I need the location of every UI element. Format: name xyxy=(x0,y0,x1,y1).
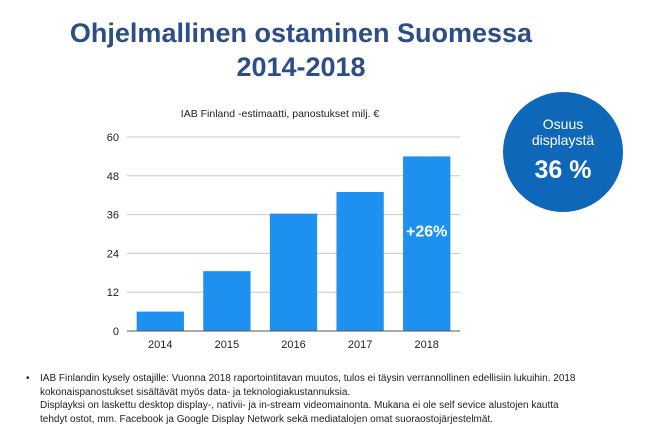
x-tick-label: 2015 xyxy=(215,339,239,351)
bar-2014 xyxy=(136,311,184,331)
display-share-badge: Osuus displaystä 36 % xyxy=(503,92,623,212)
footnote-line: kokonaispanostukset sisältävät myös data… xyxy=(40,386,351,398)
page-title: Ohjelmallinen ostaminen Suomessa 2014-20… xyxy=(0,16,602,84)
x-tick-label: 2014 xyxy=(148,339,172,351)
y-tick-label: 36 xyxy=(107,210,119,222)
growth-annotation: +26% xyxy=(406,224,447,241)
bar-2015 xyxy=(203,271,251,331)
x-tick-label: 2016 xyxy=(281,339,305,351)
chart-title: IAB Finland -estimaatti, panostukset mil… xyxy=(180,108,380,120)
display-share-label: Osuus displaystä xyxy=(503,116,623,148)
y-tick-label: 0 xyxy=(113,326,119,338)
bar-2016 xyxy=(269,213,318,331)
display-share-label-line-1: Osuus xyxy=(542,116,584,132)
y-tick-label: 12 xyxy=(107,287,119,299)
x-tick-label: 2018 xyxy=(414,339,438,351)
bar-2017 xyxy=(336,191,384,331)
y-tick-label: 48 xyxy=(107,171,119,183)
bar-2018 xyxy=(403,156,451,331)
page-title-line-2: 2014-2018 xyxy=(236,52,366,82)
y-tick-label: 24 xyxy=(107,248,119,260)
footnote-body: IAB Finlandin kysely ostajille: Vuonna 2… xyxy=(40,372,616,426)
y-tick-label: 60 xyxy=(107,132,119,144)
footnotes: • IAB Finlandin kysely ostajille: Vuonna… xyxy=(26,372,616,426)
page-title-line-1: Ohjelmallinen ostaminen Suomessa xyxy=(69,18,533,48)
x-tick-label: 2017 xyxy=(348,339,372,351)
display-share-value: 36 % xyxy=(534,156,592,184)
footnote-line: tehdyt ostot, mm. Facebook ja Google Dis… xyxy=(40,413,493,425)
footnote-line: Displayksi on laskettu desktop display-,… xyxy=(40,400,559,411)
footnote-bullet: • xyxy=(26,373,30,384)
footnote-line: IAB Finlandin kysely ostajille: Vuonna 2… xyxy=(40,373,576,384)
display-share-label-line-2: displaystä xyxy=(531,132,595,148)
